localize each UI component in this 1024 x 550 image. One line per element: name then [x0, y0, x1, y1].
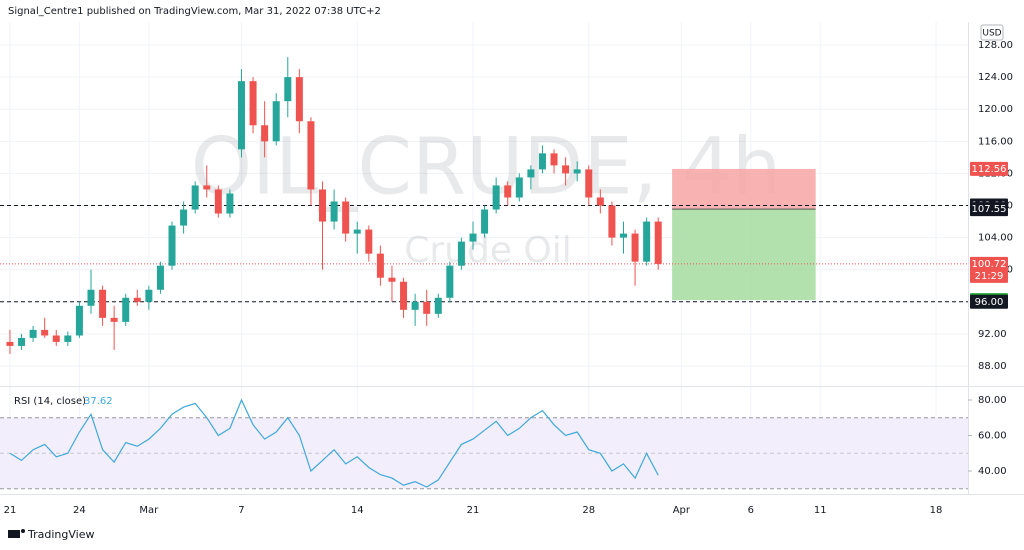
candle-body	[52, 335, 60, 342]
candle-body	[145, 289, 153, 302]
candle-body	[562, 165, 570, 174]
candle-body	[631, 233, 639, 262]
candle-body	[423, 301, 431, 314]
candle-body	[226, 193, 234, 214]
rsi-line	[9, 398, 659, 488]
candle-body	[643, 221, 651, 262]
candle-body	[75, 305, 83, 336]
x-tick-label: 28	[582, 505, 595, 516]
candle-body	[133, 297, 141, 302]
currency: USD	[982, 29, 1001, 39]
rsi-label: RSI (14, close)	[14, 396, 86, 407]
candle-body	[376, 253, 384, 278]
x-tick-label: 14	[351, 505, 364, 516]
candle-body	[469, 233, 477, 242]
candle-body	[295, 77, 303, 122]
rsi-tick-label: 80.00	[978, 395, 1007, 406]
x-tick-label: 7	[238, 505, 244, 516]
last-price-tag-box	[970, 256, 1008, 283]
y-tick-label: 104.00	[978, 233, 1013, 244]
candle-body	[538, 153, 546, 170]
candle-body	[180, 209, 188, 226]
rsi-tick-label: 60.00	[978, 431, 1007, 442]
x-tick-label: 24	[73, 505, 86, 516]
rsi-tick-label: 40.00	[978, 466, 1007, 477]
candle-body	[342, 201, 350, 234]
candle-body	[156, 265, 164, 290]
candle-body	[29, 329, 37, 338]
candle-body	[446, 265, 454, 298]
stop-zone	[672, 168, 816, 210]
candle-body	[272, 101, 280, 142]
candle-body	[237, 81, 245, 150]
candle-body	[307, 121, 315, 190]
candle-body	[654, 221, 662, 264]
candle-body	[457, 241, 465, 266]
x-tick-label: 18	[930, 505, 943, 516]
candle-body	[481, 209, 489, 234]
stop-tag-box	[970, 161, 1008, 176]
x-tick-label: 6	[748, 505, 754, 516]
entry-tag-box	[970, 202, 1008, 217]
target-zone	[672, 209, 816, 301]
candle-body	[388, 277, 396, 282]
x-tick-label: Apr	[673, 505, 691, 516]
candle-body	[122, 297, 130, 322]
candle-body	[573, 169, 581, 174]
rsi-last-value: 37.62	[84, 396, 113, 407]
footer: TradingView	[27, 528, 94, 541]
header: Signal_Centre1 published on TradingView.…	[8, 6, 381, 17]
candle-body	[168, 225, 176, 266]
x-tick-label: 21	[4, 505, 17, 516]
candle-body	[18, 337, 26, 346]
candle-body	[365, 229, 373, 254]
candle-body	[99, 289, 107, 318]
candle-body	[261, 125, 269, 142]
candle-body	[249, 81, 257, 126]
level-tag-box	[970, 294, 1008, 309]
candle-body	[434, 297, 442, 314]
candle-body	[284, 77, 292, 102]
candle-body	[585, 169, 593, 198]
y-tick-label: 88.00	[978, 361, 1007, 372]
candle-body	[191, 185, 199, 210]
candle-body	[550, 153, 558, 166]
y-tick-label: 128.00	[978, 40, 1013, 51]
candle-body	[330, 201, 338, 222]
y-tick-label: 116.00	[978, 136, 1013, 147]
candle-body	[515, 177, 523, 198]
candle-body	[492, 185, 500, 210]
footer-logo	[8, 529, 25, 538]
currency-box	[980, 24, 1004, 41]
candle-body	[504, 185, 512, 198]
x-tick-label: 11	[814, 505, 827, 516]
x-tick-label: 21	[467, 505, 480, 516]
candle-body	[41, 329, 49, 336]
candle-body	[411, 301, 419, 310]
y-tick-label: 124.00	[978, 72, 1013, 83]
y-tick-label: 92.00	[978, 329, 1007, 340]
stop-tag: 112.56	[972, 164, 1007, 175]
candle-body	[619, 233, 627, 238]
x-tick-label: Mar	[139, 505, 159, 516]
y-tick-label: 120.00	[978, 104, 1013, 115]
candle-body	[596, 197, 604, 206]
level-tag: 96.00	[975, 297, 1004, 308]
candle-body	[110, 317, 118, 322]
last-price-tag: 100.72	[972, 259, 1007, 270]
candle-body	[214, 189, 222, 214]
candle-body	[6, 341, 14, 346]
candle-body	[87, 289, 95, 306]
candle-body	[608, 205, 616, 238]
candle-body	[527, 169, 535, 178]
candle-body	[319, 189, 327, 222]
entry-tag: 107.55	[972, 204, 1007, 215]
candle-body	[400, 281, 408, 310]
watermark-subtitle: Crude Oil	[404, 230, 572, 271]
candle-body	[203, 185, 211, 190]
countdown: 21:29	[975, 271, 1004, 282]
candle-body	[64, 335, 72, 342]
candle-body	[353, 229, 361, 234]
